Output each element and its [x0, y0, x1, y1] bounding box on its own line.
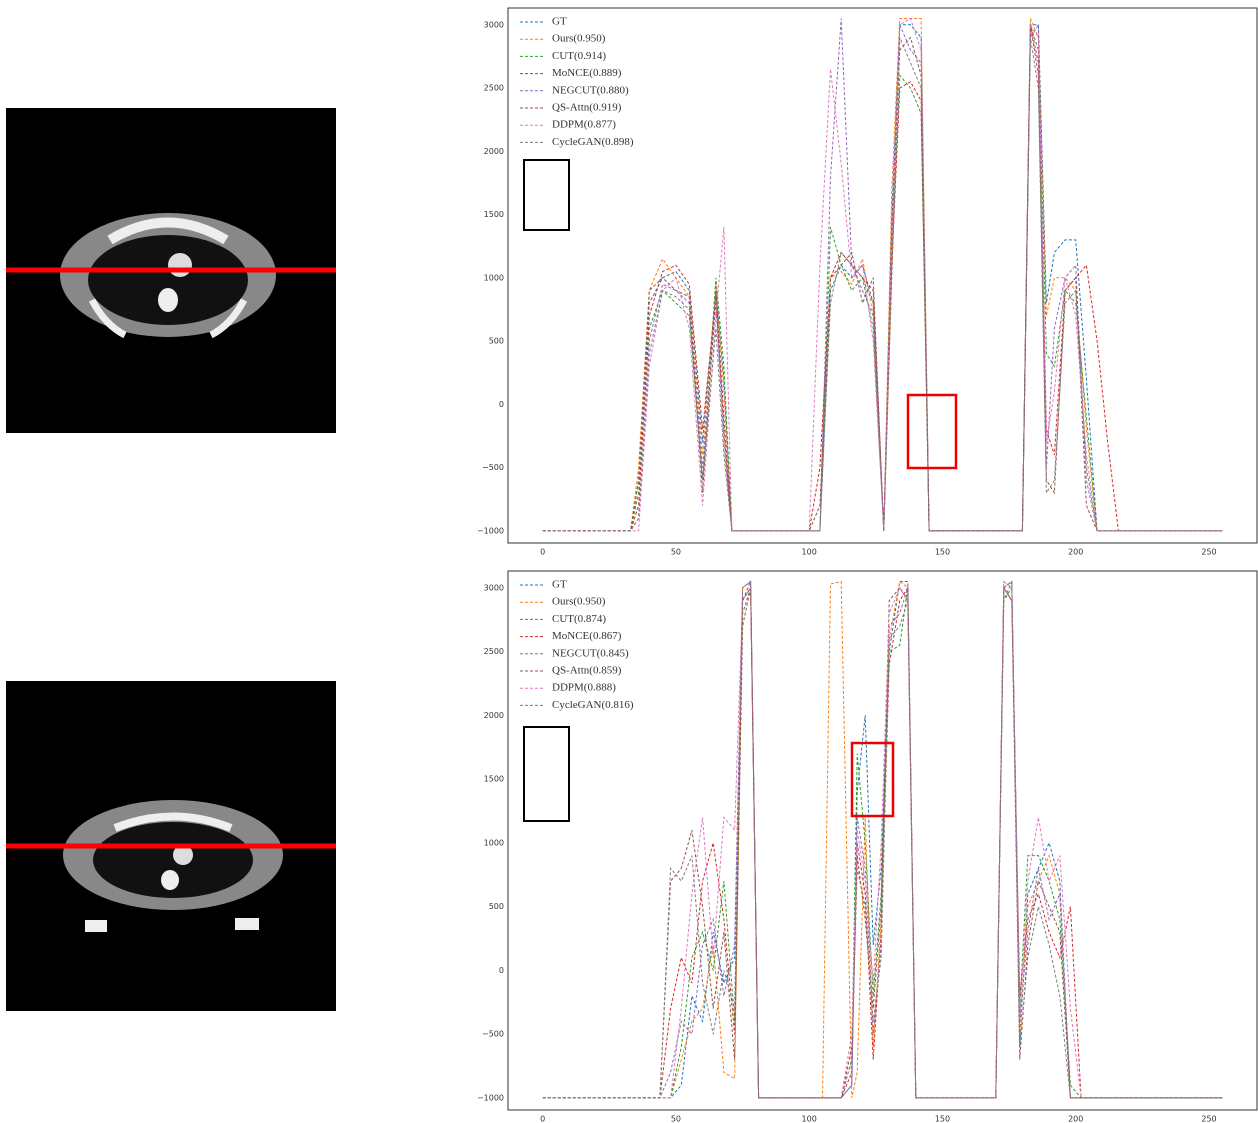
plot-frame	[507, 7, 1258, 544]
series-line	[542, 586, 1223, 1099]
x-tick-label: 50	[671, 548, 681, 557]
series-line	[542, 580, 1223, 1099]
series-line	[542, 580, 1223, 1099]
legend-label: MoNCE(0.889)	[552, 67, 622, 79]
x-tick-label: 200	[1068, 548, 1083, 557]
line-chart: −1000 −500 0 500 1000 1500 2000 2500 3000 0 50 100 1…	[477, 7, 1258, 557]
y-tick-label: 1000	[484, 838, 504, 847]
y-tick-label: 3000	[484, 583, 504, 592]
y-tick-label: 1000	[484, 273, 504, 282]
y-tick-label: −1000	[477, 1093, 504, 1102]
legend-label: CUT(0.914)	[552, 50, 606, 62]
y-tick-label: 1500	[484, 775, 504, 784]
y-tick-label: 500	[489, 902, 504, 911]
zoom-region	[906, 393, 958, 470]
x-tick-label: 0	[540, 548, 545, 557]
legend-label: CycleGAN(0.816)	[552, 699, 634, 711]
series-line	[542, 580, 1223, 1099]
legend-label: GT	[552, 16, 567, 28]
x-tick-label: 150	[935, 548, 950, 557]
legend-label: GT	[552, 579, 567, 591]
y-tick-label: −500	[482, 1030, 504, 1039]
series-line	[542, 24, 1223, 532]
legend-label: Ours(0.950)	[552, 33, 606, 45]
x-tick-label: 250	[1201, 1115, 1216, 1123]
zoom-inset	[523, 159, 570, 231]
series-line	[542, 24, 1223, 532]
legend-label: MoNCE(0.867)	[552, 630, 622, 642]
x-tick-label: 50	[671, 1115, 681, 1123]
x-tick-label: 250	[1201, 548, 1216, 557]
ct-slice-bottom	[6, 681, 336, 1011]
zoom-region	[850, 741, 895, 818]
y-tick-label: −1000	[477, 526, 504, 535]
y-tick-label: −500	[482, 463, 504, 472]
series-line	[542, 18, 1223, 532]
y-tick-label: 3000	[484, 20, 504, 29]
zoom-inset	[523, 726, 570, 822]
ct-slice-top	[6, 108, 336, 433]
x-tick-label: 100	[802, 1115, 817, 1123]
plot-frame	[507, 570, 1258, 1111]
x-tick-label: 0	[540, 1115, 545, 1123]
series-line	[542, 24, 1223, 532]
y-tick-label: 0	[499, 966, 504, 975]
series-line	[542, 580, 1223, 1099]
y-tick-label: 2500	[484, 84, 504, 93]
line-chart: −1000 −500 0 500 1000 1500 2000 2500 3000 0 50 100 1…	[477, 570, 1258, 1123]
legend-label: QS-Attn(0.919)	[552, 102, 622, 114]
y-tick-label: 2500	[484, 647, 504, 656]
legend-label: QS-Attn(0.859)	[552, 665, 622, 677]
y-tick-label: 1500	[484, 210, 504, 219]
series-line	[542, 580, 1223, 1099]
series-line	[542, 37, 1223, 532]
x-tick-label: 150	[935, 1115, 950, 1123]
legend-label: CUT(0.874)	[552, 613, 606, 625]
legend-label: NEGCUT(0.845)	[552, 647, 629, 659]
y-tick-label: 2000	[484, 147, 504, 156]
legend-label: Ours(0.950)	[552, 596, 606, 608]
series-line	[542, 24, 1223, 532]
legend-label: DDPM(0.877)	[552, 119, 616, 131]
y-tick-label: 0	[499, 400, 504, 409]
y-tick-label: 500	[489, 337, 504, 346]
legend-label: CycleGAN(0.898)	[552, 136, 634, 148]
series-line	[542, 586, 1223, 1099]
series-line	[542, 586, 1223, 1099]
legend-label: DDPM(0.888)	[552, 682, 616, 694]
x-tick-label: 200	[1068, 1115, 1083, 1123]
x-tick-label: 100	[802, 548, 817, 557]
series-line	[542, 18, 1223, 532]
legend-label: NEGCUT(0.880)	[552, 84, 629, 96]
y-tick-label: 2000	[484, 711, 504, 720]
series-line	[542, 17, 1223, 532]
